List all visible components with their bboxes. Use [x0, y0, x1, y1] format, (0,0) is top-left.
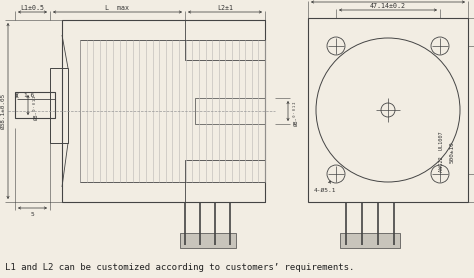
Text: 47.14±0.2: 47.14±0.2 [370, 3, 406, 9]
Text: 500±10: 500±10 [449, 141, 455, 163]
Bar [340, 233, 400, 248]
Text: 1.6: 1.6 [23, 93, 35, 98]
Bar [185, 160, 265, 202]
Text: Ø38.1±0.05: Ø38.1±0.05 [0, 93, 6, 129]
Text: Ø8-⁰˙⁰¹²: Ø8-⁰˙⁰¹² [293, 100, 299, 126]
Bar [180, 233, 236, 248]
Bar [195, 98, 265, 124]
Text: L  max: L max [106, 5, 129, 11]
Text: Ø8-⁰˙⁰¹²: Ø8-⁰˙⁰¹² [34, 94, 38, 120]
Bar [80, 40, 265, 182]
Text: L2±1: L2±1 [217, 5, 233, 11]
Text: 5: 5 [31, 212, 35, 217]
Bar [62, 20, 265, 202]
Bar [15, 92, 55, 118]
Bar [308, 18, 468, 202]
Text: 4-Ø5.1: 4-Ø5.1 [314, 181, 337, 193]
Bar [185, 20, 265, 60]
Bar [50, 68, 68, 143]
Text: L1±0.5: L1±0.5 [20, 5, 45, 11]
Text: L1 and L2 can be customized according to customers’ requirements.: L1 and L2 can be customized according to… [5, 264, 355, 272]
Text: AWG22  UL1007: AWG22 UL1007 [439, 132, 445, 172]
